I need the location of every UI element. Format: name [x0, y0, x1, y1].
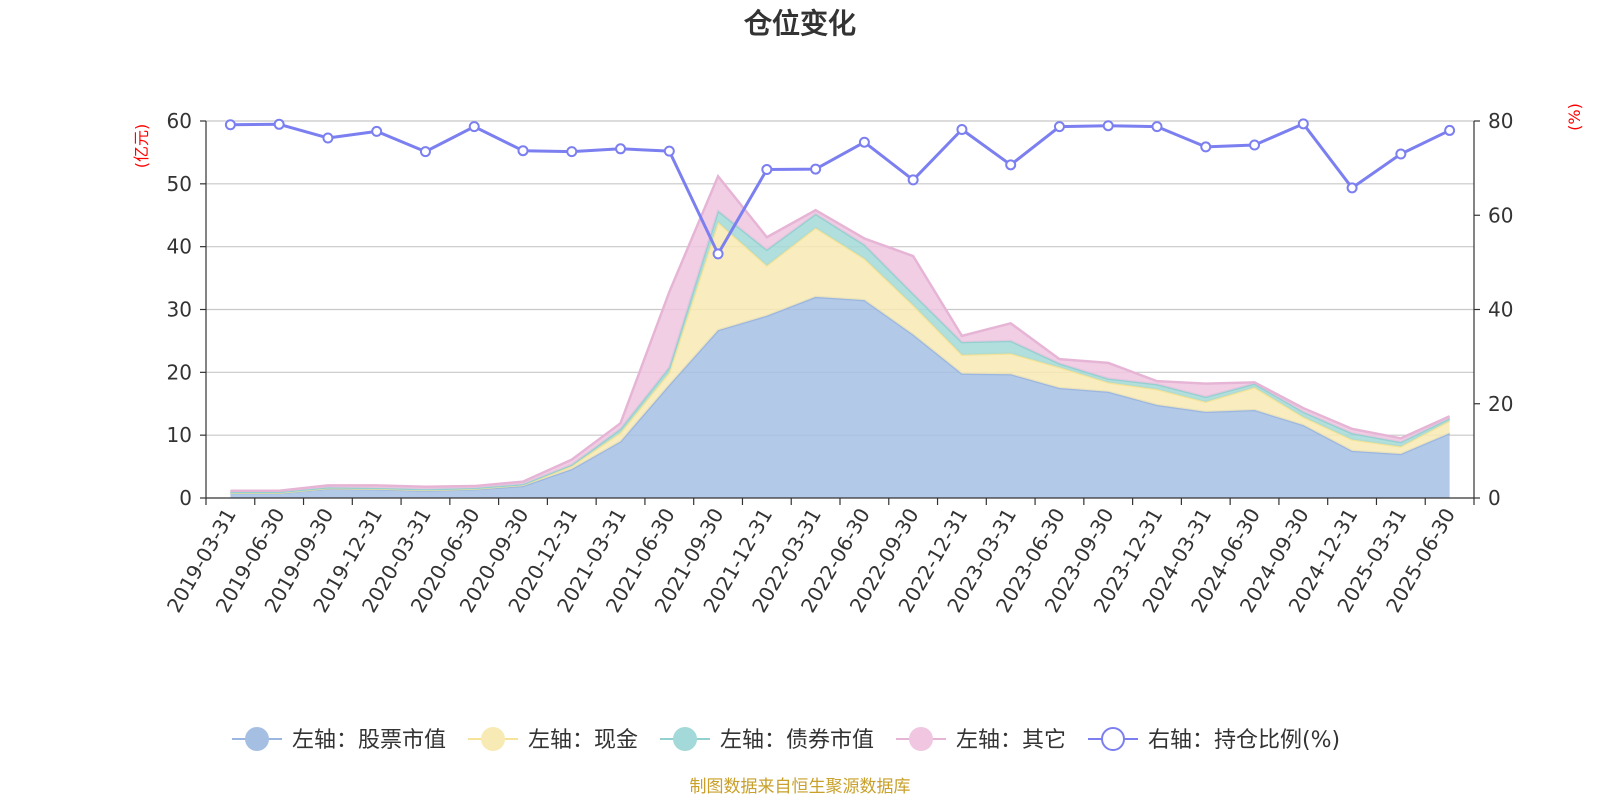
ratio-line-series [224, 118, 1456, 260]
legend-item[interactable]: 左轴：其它 [896, 727, 1066, 753]
left-tick-label: 60 [167, 109, 192, 133]
ratio-point[interactable] [371, 125, 383, 137]
ratio-point[interactable] [419, 146, 431, 158]
right-tick-label: 60 [1488, 203, 1513, 227]
right-axis-unit: (%) [1565, 103, 1584, 131]
legend[interactable]: 左轴：股票市值 左轴：现金 左轴：债券市值 左轴：其它 右轴：持仓比例(%) [232, 727, 1340, 753]
ratio-line [230, 122, 1451, 256]
ratio-point[interactable] [761, 164, 773, 176]
ratio-point[interactable] [517, 145, 529, 157]
ratio-point[interactable] [1346, 182, 1358, 194]
left-tick-label: 40 [167, 235, 192, 259]
right-tick-label: 40 [1488, 298, 1513, 322]
ratio-point[interactable] [615, 143, 627, 155]
area-fill [230, 296, 1450, 498]
legend-swatch-marker [909, 727, 933, 751]
ratio-point[interactable] [1249, 139, 1261, 151]
legend-label: 左轴：其它 [956, 728, 1066, 753]
legend-swatch-marker [481, 727, 505, 751]
ratio-point[interactable] [956, 123, 968, 135]
legend-label: 右轴：持仓比例(%) [1148, 728, 1340, 753]
ratio-point[interactable] [1444, 124, 1456, 136]
legend-swatch-marker [1101, 727, 1125, 751]
ratio-point[interactable] [468, 121, 480, 133]
legend-item[interactable]: 左轴：现金 [468, 727, 638, 753]
right-tick-label: 80 [1488, 109, 1513, 133]
ratio-point[interactable] [566, 146, 578, 158]
legend-label: 左轴：现金 [528, 728, 638, 753]
ratio-point[interactable] [273, 118, 285, 130]
right-tick-label: 0 [1488, 486, 1501, 510]
legend-label: 左轴：股票市值 [292, 728, 446, 753]
area-fill [230, 222, 1450, 493]
ratio-point[interactable] [858, 136, 870, 148]
legend-item[interactable]: 左轴：债券市值 [660, 727, 874, 753]
legend-label: 左轴：债券市值 [720, 728, 874, 753]
left-tick-label: 50 [167, 172, 192, 196]
ratio-point[interactable] [810, 163, 822, 175]
ratio-point[interactable] [1200, 141, 1212, 153]
area-series [230, 173, 1451, 498]
left-tick-label: 0 [179, 486, 192, 510]
legend-swatch-marker [673, 727, 697, 751]
ratio-point[interactable] [663, 145, 675, 157]
left-tick-label: 20 [167, 360, 192, 384]
ratio-point[interactable] [1395, 148, 1407, 160]
legend-swatch-marker [245, 727, 269, 751]
ratio-point[interactable] [224, 119, 236, 131]
left-axis-unit: (亿元) [132, 124, 151, 169]
ratio-point[interactable] [1151, 121, 1163, 133]
ratio-point[interactable] [322, 132, 334, 144]
ratio-point[interactable] [1102, 120, 1114, 132]
legend-item[interactable]: 左轴：股票市值 [232, 727, 446, 753]
ratio-point[interactable] [1005, 159, 1017, 171]
left-tick-label: 10 [167, 423, 192, 447]
area-edge-line [230, 173, 1451, 493]
ratio-point[interactable] [712, 248, 724, 260]
chart-title: 仓位变化 [744, 7, 856, 40]
ratio-point[interactable] [907, 174, 919, 186]
left-tick-label: 30 [167, 298, 192, 322]
right-tick-label: 20 [1488, 392, 1513, 416]
source-note: 制图数据来自恒生聚源数据库 [690, 777, 911, 797]
ratio-point[interactable] [1297, 118, 1309, 130]
legend-item[interactable]: 右轴：持仓比例(%) [1088, 727, 1340, 753]
ratio-point[interactable] [1053, 121, 1065, 133]
